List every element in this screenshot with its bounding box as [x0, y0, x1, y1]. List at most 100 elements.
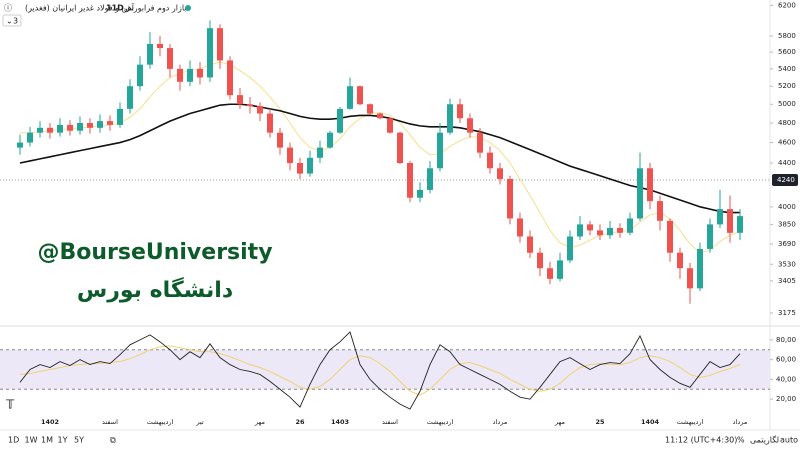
log-toggle[interactable]: لگاریتمی — [750, 435, 779, 445]
candle-body — [277, 132, 283, 148]
candle-body — [447, 104, 453, 133]
candle-body — [247, 104, 253, 107]
indicator-count: 3 — [13, 17, 18, 26]
rsi-line — [19, 345, 741, 396]
exchange: بازار دوم فرابورس — [124, 4, 187, 13]
range-button[interactable]: 1W — [25, 436, 38, 445]
y-tick-label: 3530 — [778, 260, 796, 268]
candle-body — [607, 227, 613, 236]
candle-body — [67, 124, 73, 131]
symbol-title: آهن و فولاد غدیر ایرانیان (فغدیر) — [25, 3, 135, 13]
candle-body — [167, 48, 173, 69]
candle-body — [697, 248, 703, 289]
candle-body — [157, 44, 163, 49]
x-tick-label: تیر — [195, 418, 204, 426]
candle-body — [257, 106, 263, 114]
chevron: ⌄ — [6, 17, 13, 26]
candle-body — [617, 227, 623, 233]
range-button[interactable]: 5Y — [74, 436, 84, 445]
candle-body — [327, 132, 333, 148]
candle-body — [197, 68, 203, 78]
goto-icon[interactable]: ⧉ — [110, 436, 116, 445]
candle-body — [297, 163, 303, 174]
y-tick-label: 4600 — [778, 139, 796, 147]
rsi-band — [0, 349, 770, 390]
range-button[interactable]: 1D — [8, 436, 19, 445]
candle-body — [397, 132, 403, 164]
x-tick-label: 1403 — [331, 418, 349, 426]
last-price-box — [772, 174, 798, 187]
candle-body — [87, 123, 93, 128]
percent-toggle[interactable]: % — [737, 436, 745, 445]
candle-body — [377, 113, 383, 119]
y-tick-label: 4400 — [778, 159, 796, 167]
y-tick-label: 3405 — [778, 277, 796, 285]
candle-body — [497, 168, 503, 179]
candle-body — [187, 68, 193, 82]
candle-body — [727, 209, 733, 233]
candle-body — [207, 28, 213, 78]
candle-body — [657, 201, 663, 221]
candle-body — [687, 268, 693, 289]
x-tick-label: اردیبهشت — [677, 418, 704, 426]
candle-body — [127, 86, 133, 109]
candle-body — [317, 147, 323, 158]
auto-toggle[interactable]: auto — [780, 436, 798, 445]
candle-body — [587, 224, 593, 231]
price-plot — [0, 20, 770, 304]
candle-body — [487, 152, 493, 169]
candle-body — [647, 168, 653, 202]
x-tick-label: 1404 — [641, 418, 660, 426]
y-tick-label: 5600 — [778, 48, 796, 56]
candle-body — [677, 252, 683, 269]
y-tick-label: 5000 — [778, 100, 796, 108]
candle-body — [437, 132, 443, 169]
candle-body — [17, 142, 23, 148]
x-tick-label: مهر — [254, 418, 265, 426]
candle-body — [27, 132, 33, 143]
y-tick-label: 60,00 — [776, 356, 796, 364]
candle-body — [717, 209, 723, 225]
candle-body — [337, 108, 343, 133]
rsi-line — [19, 331, 741, 410]
indicator-toggle[interactable] — [2, 14, 22, 27]
candle-body — [227, 60, 233, 96]
range-button[interactable]: 1Y — [58, 436, 68, 445]
x-tick-label: اردیبهشت — [147, 418, 174, 426]
candle-body — [47, 127, 53, 133]
candle-body — [347, 86, 353, 109]
candle-body — [267, 113, 273, 133]
candle-body — [557, 260, 563, 279]
x-tick-label: 1402 — [41, 418, 59, 426]
candle-body — [367, 104, 373, 114]
candle-body — [477, 132, 483, 153]
y-tick-label: 5800 — [778, 32, 796, 40]
candle-body — [567, 236, 573, 261]
candle-body — [137, 64, 143, 87]
y-tick-label: 3850 — [778, 220, 796, 228]
candle-body — [707, 224, 713, 249]
y-tick-label: 4000 — [778, 203, 796, 211]
moving-average — [19, 103, 740, 214]
interval[interactable]: 11D — [106, 4, 124, 13]
candle-body — [387, 118, 393, 133]
candle-body — [407, 163, 413, 198]
clock: 11:12 (UTC+4:30) — [665, 436, 737, 445]
candle-body — [547, 268, 553, 279]
x-tick-label: مهر — [554, 418, 565, 426]
x-tick-label: 25 — [595, 418, 605, 426]
candle-body — [147, 44, 153, 65]
candle-body — [107, 121, 113, 125]
candle-body — [117, 108, 123, 125]
candle-body — [217, 28, 223, 61]
x-tick-label: اسفند — [102, 418, 118, 426]
candle-body — [597, 230, 603, 236]
info-icon[interactable]: ⓘ — [4, 4, 12, 13]
candle-body — [537, 252, 543, 269]
range-button[interactable]: 1M — [41, 436, 53, 445]
candle-body — [237, 95, 243, 105]
candle-body — [637, 168, 643, 219]
x-tick-label: مرداد — [733, 418, 748, 426]
candle-body — [527, 236, 533, 253]
